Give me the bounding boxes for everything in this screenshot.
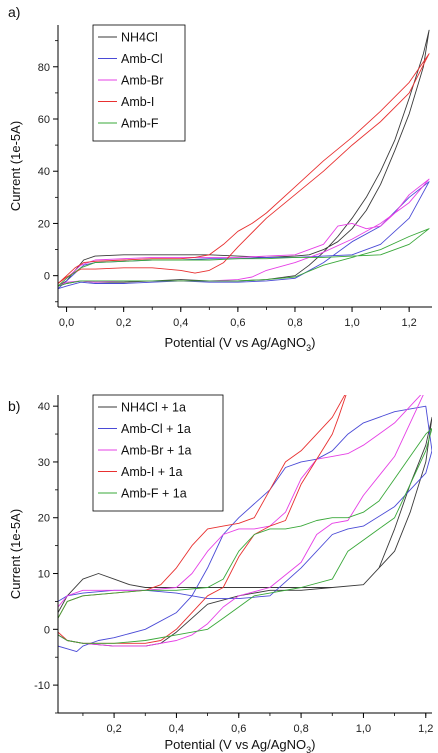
x-tick-label: 0,4	[173, 317, 188, 329]
x-tick-label: 0,2	[116, 317, 131, 329]
series-line-5	[58, 228, 430, 287]
x-axis-label: Potential (V vs Ag/AgNO3)	[165, 335, 316, 353]
legend-entry: Amb-Br + 1a	[121, 444, 192, 458]
y-tick-label: 80	[38, 62, 50, 74]
x-tick-label: 1,2	[418, 723, 433, 735]
x-tick-label: 0,6	[230, 317, 245, 329]
legend-box	[92, 24, 186, 142]
legend: NH4Cl + 1a Amb-Cl + 1a Amb-Br + 1a Amb-I + …	[92, 394, 224, 512]
chart-panel-a: 0,0 0,2 0,4 0,6 0,8 1,0 1,2 0 20 40 60 80 Potential …	[8, 4, 432, 353]
y-tick-label: 20	[38, 218, 50, 230]
x-tick-label: 1,0	[344, 317, 359, 329]
y-tick-label: 20	[38, 513, 50, 525]
y-tick-label: -10	[34, 680, 50, 692]
y-tick-label: 40	[38, 401, 50, 413]
x-axis-label: Potential (V vs Ag/AgNO3)	[165, 737, 316, 753]
x-tick-label: 0,6	[231, 723, 246, 735]
legend-entry: Amb-Cl + 1a	[121, 422, 191, 436]
legend-entry: Amb-F + 1a	[121, 487, 187, 501]
x-tick-label: 0,2	[106, 723, 121, 735]
legend-box	[92, 394, 224, 512]
y-tick-label: 40	[38, 166, 50, 178]
series-line-4	[58, 395, 347, 644]
x-tick-label: 0,0	[59, 317, 74, 329]
legend: NH4Cl Amb-Cl Amb-Br Amb-I Amb-F	[92, 24, 186, 142]
legend-entry: NH4Cl + 1a	[121, 401, 186, 415]
legend-entry: Amb-I + 1a	[121, 465, 183, 479]
series-line-4	[58, 53, 430, 284]
y-axis-label: Current (1e-5A)	[8, 509, 23, 599]
y-tick-label: 0	[44, 624, 50, 636]
legend-entry: Amb-I	[121, 95, 154, 109]
legend-entry: Amb-F	[121, 117, 159, 131]
y-tick-label: 10	[38, 569, 50, 581]
x-tick-label: 0,4	[169, 723, 184, 735]
legend-entry: NH4Cl	[121, 31, 158, 45]
series-line-3	[58, 395, 424, 647]
y-tick-label: 30	[38, 457, 50, 469]
x-tick-label: 1,2	[402, 317, 417, 329]
y-axis-label: Current (1e-5A)	[8, 121, 23, 211]
x-tick-label: 0,8	[287, 317, 302, 329]
chart-panel-b: 0,2 0,4 0,6 0,8 1,0 1,2 -10 0 10 20 30 40 Potential …	[8, 394, 433, 753]
x-tick-label: 1,0	[356, 723, 371, 735]
series-line-2	[58, 405, 432, 653]
legend-entry: Amb-Cl	[121, 52, 163, 66]
y-tick-label: 60	[38, 114, 50, 126]
legend-entry: Amb-Br	[121, 74, 163, 88]
panel-label: b)	[8, 398, 20, 414]
series-line-5	[58, 428, 432, 644]
series-line-3	[58, 178, 430, 287]
x-tick-label: 0,8	[293, 723, 308, 735]
panel-label: a)	[8, 4, 20, 20]
y-tick-label: 0	[44, 271, 50, 283]
